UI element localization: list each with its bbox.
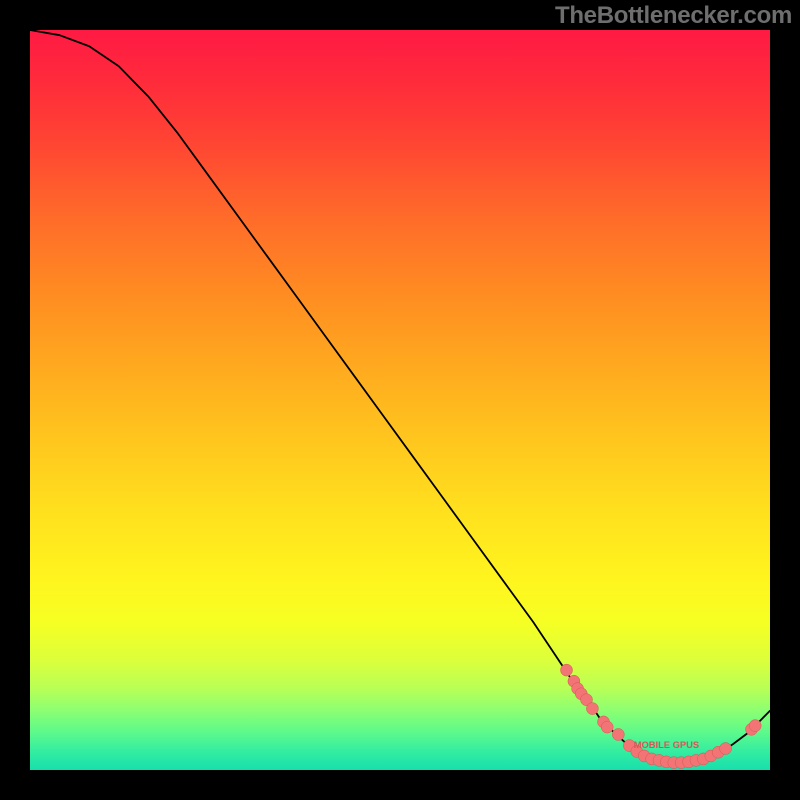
data-marker — [601, 721, 613, 733]
data-marker — [586, 703, 598, 715]
chart-background — [30, 30, 770, 770]
data-marker — [561, 664, 573, 676]
data-marker — [612, 728, 624, 740]
marker-label: MOBILE GPUS — [634, 740, 699, 750]
data-marker — [720, 743, 732, 755]
data-marker — [749, 720, 761, 732]
watermark-text: TheBottlenecker.com — [555, 2, 792, 30]
